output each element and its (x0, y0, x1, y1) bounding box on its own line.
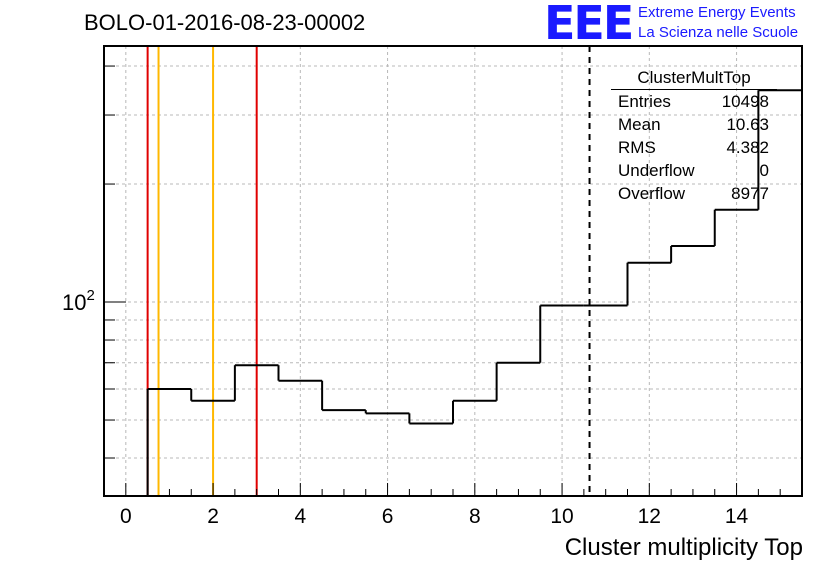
stats-value: 10498 (721, 92, 769, 111)
y-tick-exponent: 2 (86, 287, 94, 304)
stats-row-entries: Entries 10498 (611, 90, 777, 113)
plot-title: BOLO-01-2016-08-23-00002 (84, 10, 366, 35)
x-tick-label: 8 (469, 505, 481, 528)
x-tick-label: 2 (207, 505, 219, 528)
x-axis-label: Cluster multiplicity Top (564, 534, 803, 561)
stats-row-overflow: Overflow 8977 (611, 182, 777, 205)
axis-ticks (103, 65, 803, 496)
stats-row-rms: RMS 4.382 (611, 136, 777, 159)
y-tick-base: 10 (62, 290, 86, 315)
logo-line-1: Extreme Energy Events (638, 4, 796, 21)
stats-label: Underflow (618, 161, 695, 180)
eee-logo: EEE Extreme Energy Events La Scienza nel… (544, 0, 836, 50)
stats-value: 4.382 (726, 138, 769, 157)
stats-value: 8977 (731, 184, 769, 203)
stats-label: Overflow (618, 184, 686, 203)
stats-row-mean: Mean 10.63 (611, 113, 777, 136)
y-tick-label: 102 (62, 287, 95, 315)
stats-box: ClusterMultTop Entries 10498 Mean 10.63 … (611, 66, 777, 205)
histogram-series (146, 89, 802, 496)
stats-title: ClusterMultTop (611, 66, 777, 90)
x-tick-label: 10 (550, 505, 573, 528)
x-tick-label: 4 (294, 505, 306, 528)
x-tick-label: 6 (382, 505, 394, 528)
stats-label: Mean (618, 115, 661, 134)
eee-logo-mark: EEE (544, 0, 634, 50)
x-tick-label: 14 (725, 505, 749, 528)
plot-frame (103, 45, 803, 497)
stats-label: Entries (618, 92, 671, 111)
stats-value: 10.63 (726, 115, 769, 134)
marker-lines (146, 46, 591, 496)
logo-line-2: La Scienza nelle Scuole (638, 24, 799, 41)
stats-label: RMS (618, 138, 656, 157)
x-tick-label: 0 (120, 505, 132, 528)
x-tick-label: 12 (638, 505, 661, 528)
stats-row-underflow: Underflow 0 (611, 159, 777, 182)
stats-value: 0 (759, 161, 769, 180)
